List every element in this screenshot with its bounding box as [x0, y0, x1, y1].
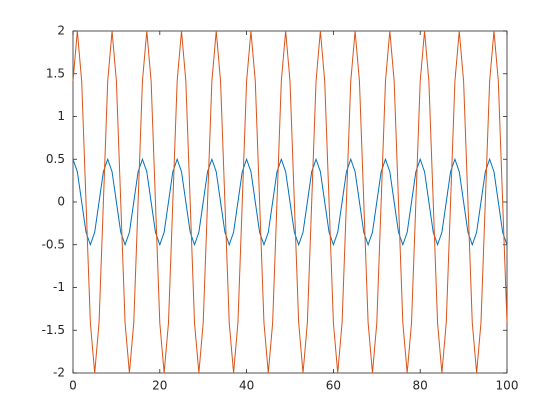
y-tick-label: -0.5 [42, 237, 65, 251]
y-tick-label: -1 [53, 280, 65, 294]
y-tick-label: -1.5 [42, 323, 65, 337]
x-tick-label: 100 [496, 379, 519, 393]
y-tick-label: 0.5 [46, 152, 65, 166]
y-tick-label: 2 [57, 24, 65, 38]
y-tick-label: 0 [57, 195, 65, 209]
y-tick-label: -2 [53, 366, 65, 380]
x-tick-label: 60 [326, 379, 341, 393]
x-tick-label: 20 [152, 379, 167, 393]
x-tick-label: 0 [69, 379, 77, 393]
y-tick-label: 1.5 [46, 66, 65, 80]
y-tick-label: 1 [57, 109, 65, 123]
x-tick-label: 80 [413, 379, 428, 393]
x-tick-label: 40 [239, 379, 254, 393]
series-line [72, 30, 508, 374]
